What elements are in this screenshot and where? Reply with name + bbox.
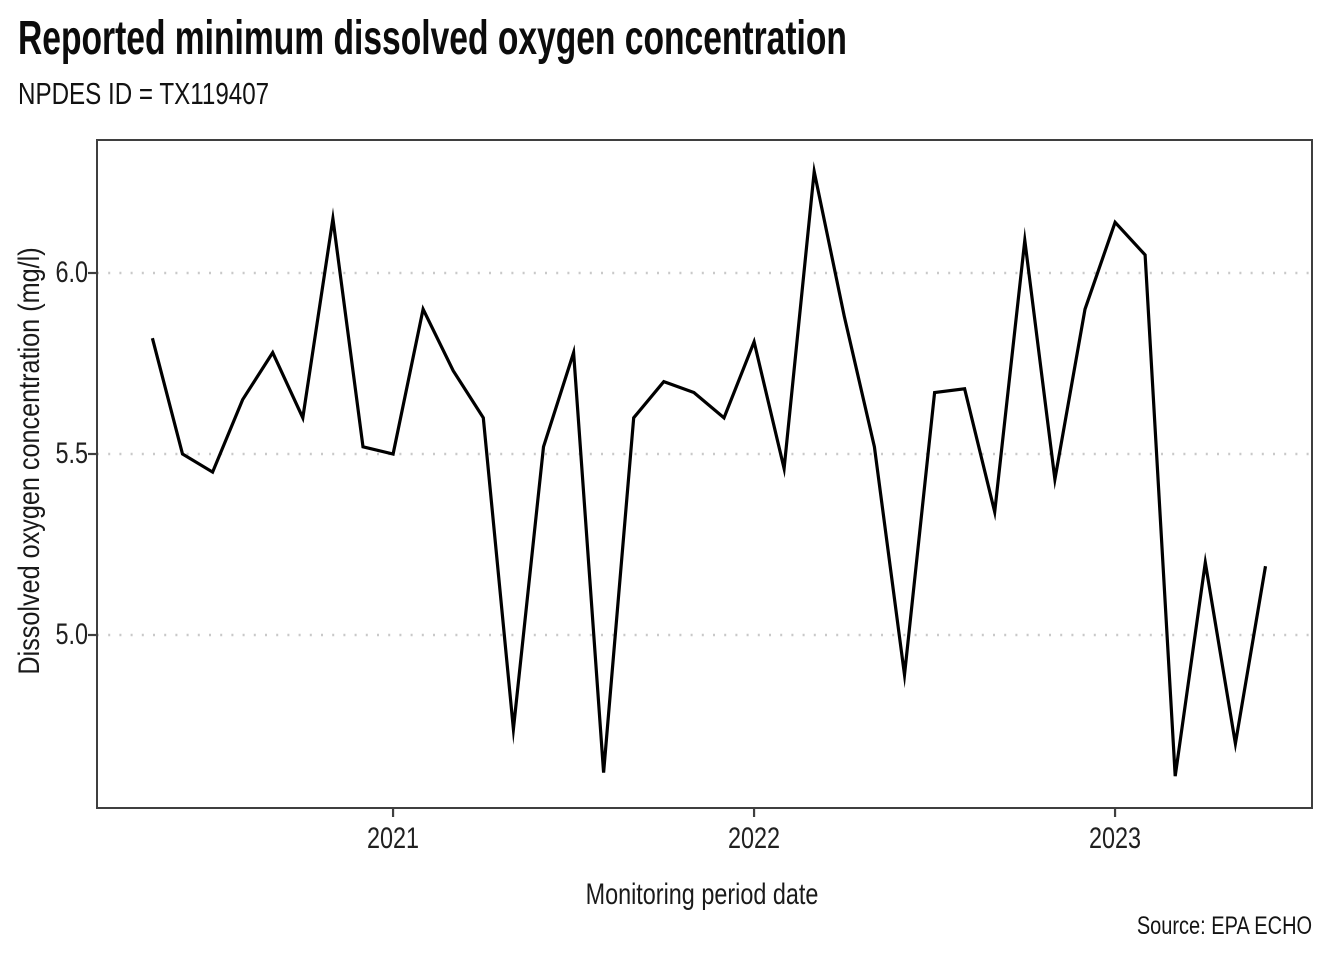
- x-tick-label: 2023: [1089, 822, 1142, 855]
- chart-title: Reported minimum dissolved oxygen concen…: [18, 12, 847, 65]
- x-tick-label: 2022: [728, 822, 781, 855]
- y-axis-title: Dissolved oxygen concentration (mg/l): [13, 247, 46, 675]
- source-note: Source: EPA ECHO: [1136, 912, 1312, 940]
- x-tick-label: 2021: [367, 822, 420, 855]
- data-line: [150, 161, 1268, 777]
- chart-subtitle: NPDES ID = TX119407: [18, 76, 270, 111]
- plot-frame: [96, 139, 1313, 809]
- y-tick-label: 5.0: [55, 618, 88, 651]
- y-tick-label: 5.5: [55, 437, 88, 470]
- y-tick-label: 6.0: [55, 256, 88, 289]
- x-axis-title: Monitoring period date: [585, 878, 819, 911]
